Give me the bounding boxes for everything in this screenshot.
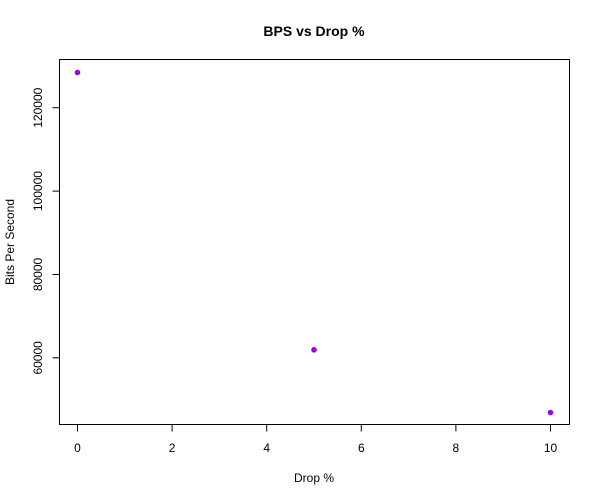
data-points bbox=[74, 69, 554, 416]
data-point bbox=[547, 409, 554, 416]
y-tick-label: 60000 bbox=[31, 341, 45, 375]
y-tick-label: 120000 bbox=[31, 87, 45, 127]
x-axis: 0 2 4 6 8 10 bbox=[74, 424, 558, 455]
y-axis: 60000 80000 100000 120000 bbox=[31, 87, 60, 375]
chart-title: BPS vs Drop % bbox=[263, 23, 365, 39]
y-tick-label: 80000 bbox=[31, 257, 45, 291]
y-axis-label: Bits Per Second bbox=[3, 199, 17, 285]
x-tick-label: 2 bbox=[169, 441, 176, 455]
x-tick-label: 4 bbox=[263, 441, 270, 455]
plot-frame bbox=[59, 59, 570, 425]
x-tick-label: 6 bbox=[358, 441, 365, 455]
x-tick-label: 0 bbox=[74, 441, 81, 455]
data-point bbox=[311, 347, 317, 353]
x-tick-label: 8 bbox=[453, 441, 460, 455]
x-tick-label: 10 bbox=[544, 441, 558, 455]
data-point bbox=[74, 69, 81, 76]
x-axis-label: Drop % bbox=[294, 471, 334, 485]
y-tick-label: 100000 bbox=[31, 171, 45, 211]
